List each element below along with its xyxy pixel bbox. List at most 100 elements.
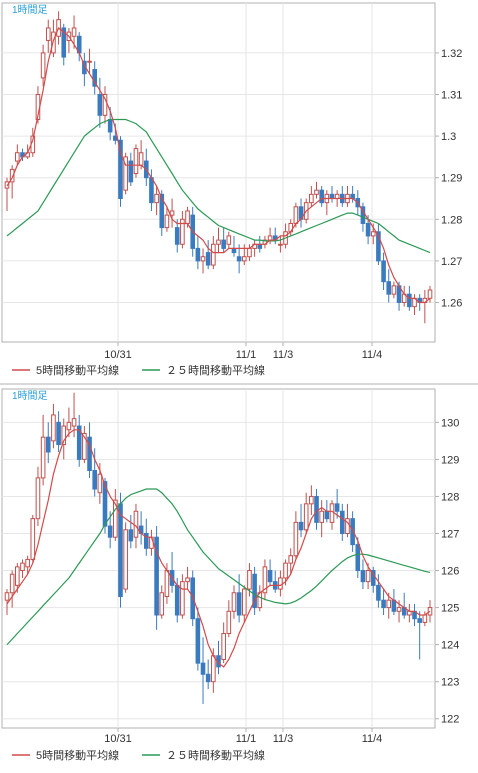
candle bbox=[35, 466, 41, 527]
candle bbox=[61, 418, 67, 460]
candle bbox=[236, 574, 242, 623]
candle-body bbox=[92, 69, 98, 87]
candle-body bbox=[345, 518, 350, 534]
candle bbox=[252, 566, 257, 615]
y-tick-label: 1.28 bbox=[441, 214, 462, 226]
candle bbox=[226, 231, 232, 249]
candle bbox=[118, 136, 123, 207]
candle-body bbox=[381, 260, 386, 283]
candle bbox=[51, 403, 56, 449]
candle-body bbox=[185, 577, 190, 583]
candle bbox=[200, 637, 206, 704]
candle-body bbox=[293, 521, 299, 557]
candle-body bbox=[9, 573, 15, 594]
candle-body bbox=[128, 160, 134, 183]
candle-body bbox=[329, 503, 335, 523]
candle-body bbox=[15, 566, 20, 586]
legend: 5時間移動平均線 ２５時間移動平均線 bbox=[12, 363, 265, 377]
candle-body bbox=[339, 510, 345, 534]
candle-body bbox=[283, 562, 288, 579]
candle-body bbox=[247, 570, 252, 590]
candle bbox=[87, 422, 92, 478]
candle-body bbox=[45, 27, 51, 41]
candle bbox=[20, 559, 25, 578]
candle-body bbox=[407, 293, 412, 308]
candle bbox=[45, 422, 51, 464]
candle-body bbox=[236, 256, 242, 262]
candle-body bbox=[365, 222, 371, 237]
candle bbox=[205, 240, 211, 270]
candle-body bbox=[15, 152, 20, 162]
candle-body bbox=[427, 607, 433, 616]
candle-body bbox=[200, 662, 206, 675]
candle bbox=[128, 152, 134, 187]
legend-label-ma25: ２５時間移動平均線 bbox=[166, 748, 265, 762]
candle-body bbox=[298, 521, 304, 531]
candle bbox=[61, 23, 67, 66]
candle-body bbox=[314, 495, 319, 523]
candle bbox=[102, 86, 108, 124]
candle-body bbox=[221, 239, 226, 249]
candle-body bbox=[159, 193, 165, 229]
candle-body bbox=[226, 610, 232, 635]
x-tick-label: 10/31 bbox=[104, 733, 132, 745]
candle bbox=[123, 522, 128, 593]
candle-body bbox=[386, 599, 392, 609]
y-tick-label: 1.29 bbox=[441, 173, 462, 185]
candle-body bbox=[92, 470, 98, 490]
candle bbox=[97, 77, 103, 128]
candle-body bbox=[396, 607, 402, 612]
candle bbox=[30, 514, 36, 564]
candle-body bbox=[262, 566, 268, 594]
candle-body bbox=[334, 503, 340, 512]
x-tick-label: 11/1 bbox=[236, 349, 257, 361]
y-tick-label: 127 bbox=[441, 528, 459, 540]
candle bbox=[231, 585, 237, 619]
candle-body bbox=[71, 27, 77, 37]
candle bbox=[45, 19, 51, 53]
candle-body bbox=[288, 555, 294, 564]
candle-body bbox=[35, 477, 41, 520]
candle bbox=[355, 537, 361, 578]
x-tick-label: 10/31 bbox=[104, 349, 132, 361]
candle-body bbox=[376, 231, 381, 262]
chart-panel: 122 123 124 125 126 127 128 129 130 10/31 11/1 11/3… bbox=[1, 388, 459, 762]
candle-body bbox=[133, 510, 139, 538]
candle bbox=[376, 574, 381, 608]
candle-body bbox=[360, 206, 366, 224]
candle-body bbox=[334, 193, 340, 199]
candle-body bbox=[56, 421, 61, 446]
candle-body bbox=[278, 577, 283, 590]
candle bbox=[180, 210, 185, 249]
candle-body bbox=[71, 418, 77, 427]
candle-body bbox=[241, 588, 247, 616]
candle bbox=[56, 411, 61, 452]
candle bbox=[25, 555, 30, 575]
candle bbox=[376, 223, 381, 266]
candle bbox=[360, 559, 366, 590]
candle bbox=[298, 503, 304, 538]
candle-body bbox=[66, 421, 72, 431]
candle bbox=[293, 511, 299, 560]
candle bbox=[288, 548, 294, 575]
candle-body bbox=[355, 544, 361, 572]
candle-body bbox=[51, 414, 56, 442]
candle-body bbox=[221, 633, 226, 660]
candle-body bbox=[20, 562, 25, 572]
y-tick-label: 1.27 bbox=[441, 256, 462, 268]
candle-body bbox=[231, 592, 237, 612]
candle-body bbox=[309, 193, 314, 204]
candle bbox=[82, 426, 87, 464]
candle bbox=[386, 269, 392, 303]
candle-body bbox=[216, 239, 221, 245]
candle-body bbox=[45, 436, 51, 453]
interval-label: 1時間足 bbox=[12, 4, 48, 16]
candle-body bbox=[87, 436, 92, 472]
candle bbox=[169, 198, 175, 228]
candle bbox=[205, 659, 211, 690]
candle bbox=[391, 281, 397, 299]
candle-body bbox=[267, 235, 273, 241]
candle bbox=[9, 165, 15, 199]
candle-body bbox=[180, 218, 185, 245]
